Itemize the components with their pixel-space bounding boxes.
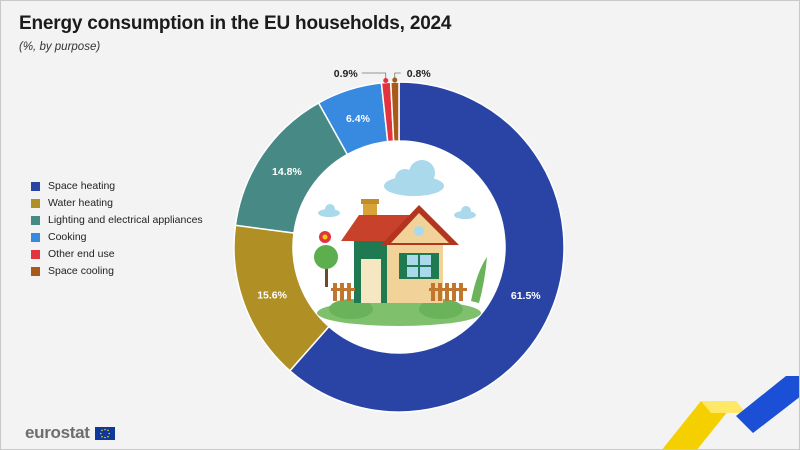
legend-swatch	[31, 181, 40, 191]
callout-dot	[392, 77, 398, 83]
callout-line	[361, 72, 387, 79]
data-labels: 61.5% 15.6% 14.8% 6.4% 0.9% 0.8%	[257, 68, 541, 302]
callout-lines	[361, 72, 401, 84]
legend-swatch	[31, 266, 40, 276]
legend-item-lighting: Lighting and electrical appliances	[31, 213, 203, 227]
data-label: 61.5%	[511, 290, 541, 302]
data-label: 0.8%	[407, 68, 432, 80]
legend-label: Space cooling	[48, 265, 114, 277]
corner-ribbon-decoration	[662, 376, 799, 449]
legend-swatch	[31, 232, 40, 242]
legend-label: Water heating	[48, 197, 113, 209]
legend-item-water-heating: Water heating	[31, 196, 203, 210]
callout-dot	[383, 78, 389, 84]
callout-line	[394, 72, 401, 79]
cloud-icon	[318, 204, 340, 217]
data-label: 0.9%	[334, 68, 359, 80]
legend-item-space-heating: Space heating	[31, 179, 203, 193]
legend-item-other-end-use: Other end use	[31, 247, 203, 261]
legend: Space heating Water heating Lighting and…	[31, 179, 203, 278]
legend-item-cooking: Cooking	[31, 230, 203, 244]
legend-swatch	[31, 249, 40, 259]
legend-swatch	[31, 198, 40, 208]
house-illustration	[293, 141, 505, 353]
chart-subtitle: (%, by purpose)	[19, 41, 101, 53]
legend-swatch	[31, 215, 40, 225]
eurostat-logo: eurostat	[25, 423, 115, 443]
eu-flag-icon	[94, 426, 115, 440]
chart-title: Energy consumption in the EU households,…	[19, 13, 452, 34]
data-label: 15.6%	[257, 289, 287, 301]
logo-text: eurostat	[25, 423, 90, 442]
legend-label: Space heating	[48, 180, 116, 192]
cloud-icon	[454, 206, 476, 219]
legend-item-space-cooling: Space cooling	[31, 264, 203, 278]
data-label: 6.4%	[346, 113, 371, 125]
cloud-icon	[384, 160, 444, 196]
data-label: 14.8%	[272, 166, 302, 178]
legend-label: Cooking	[48, 231, 87, 243]
legend-label: Lighting and electrical appliances	[48, 214, 203, 226]
legend-label: Other end use	[48, 248, 115, 260]
